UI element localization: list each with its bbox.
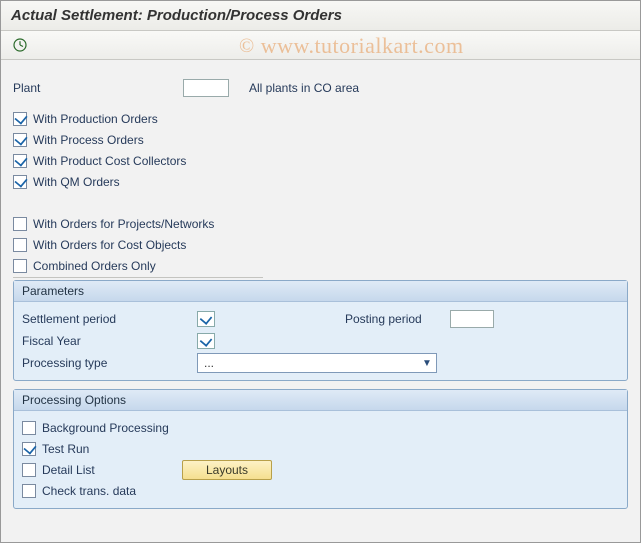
checkbox-label: Test Run — [42, 442, 89, 456]
checkbox-icon — [13, 238, 27, 252]
processing-options-group: Processing Options Background Processing… — [13, 389, 628, 509]
dropdown-value: ... — [198, 356, 418, 370]
chevron-down-icon: ▼ — [418, 354, 436, 372]
checkbox-label: Check trans. data — [42, 484, 136, 498]
fiscal-year-input[interactable] — [197, 333, 215, 349]
posting-period-label: Posting period — [345, 312, 422, 326]
parameters-header: Parameters — [14, 281, 627, 302]
checkbox-icon — [13, 112, 27, 126]
checkbox-label: Combined Orders Only — [33, 259, 156, 273]
checkbox-icon — [13, 217, 27, 231]
settlement-period-label: Settlement period — [22, 312, 197, 326]
processing-options-header: Processing Options — [14, 390, 627, 411]
checkbox-icon — [13, 133, 27, 147]
plant-hint: All plants in CO area — [249, 81, 359, 95]
checkbox-icon — [22, 442, 36, 456]
clock-execute-icon — [13, 38, 27, 52]
layouts-button[interactable]: Layouts — [182, 460, 272, 480]
checkbox-label: With Production Orders — [33, 112, 158, 126]
fiscal-year-label: Fiscal Year — [22, 334, 197, 348]
execute-button[interactable] — [9, 35, 31, 55]
content-area: Plant All plants in CO area With Product… — [1, 60, 640, 523]
checkbox-with-qm-orders[interactable]: With QM Orders — [13, 172, 628, 192]
settlement-period-input[interactable] — [197, 311, 215, 327]
toolbar — [1, 31, 640, 60]
checkbox-background-processing[interactable]: Background Processing — [22, 418, 619, 438]
parameters-group: Parameters Settlement period Posting per… — [13, 280, 628, 381]
checkbox-test-run[interactable]: Test Run — [22, 439, 619, 459]
checkbox-label: Detail List — [42, 463, 152, 477]
checkbox-label: With Process Orders — [33, 133, 144, 147]
checkbox-with-production-orders[interactable]: With Production Orders — [13, 109, 628, 129]
checkbox-orders-projects-networks[interactable]: With Orders for Projects/Networks — [13, 214, 263, 234]
plant-row: Plant All plants in CO area — [13, 78, 628, 98]
checkbox-label: With Orders for Cost Objects — [33, 238, 186, 252]
checkbox-with-product-cost-collectors[interactable]: With Product Cost Collectors — [13, 151, 628, 171]
checkbox-check-trans-data[interactable]: Check trans. data — [22, 481, 619, 501]
checkbox-label: Background Processing — [42, 421, 169, 435]
checkbox-icon — [22, 421, 36, 435]
checkbox-icon — [22, 484, 36, 498]
checkbox-detail-list[interactable] — [22, 463, 36, 477]
checkbox-label: With Product Cost Collectors — [33, 154, 186, 168]
row-detail-list: Detail List Layouts — [22, 460, 619, 480]
checkbox-label: With QM Orders — [33, 175, 120, 189]
plant-label: Plant — [13, 81, 183, 95]
checkbox-icon — [13, 259, 27, 273]
checkbox-label: With Orders for Projects/Networks — [33, 217, 214, 231]
posting-period-input[interactable] — [450, 310, 494, 328]
checkbox-with-process-orders[interactable]: With Process Orders — [13, 130, 628, 150]
checkbox-orders-cost-objects[interactable]: With Orders for Cost Objects — [13, 235, 263, 255]
plant-input[interactable] — [183, 79, 229, 97]
processing-type-label: Processing type — [22, 356, 197, 370]
checkbox-icon — [13, 175, 27, 189]
page-title: Actual Settlement: Production/Process Or… — [1, 1, 640, 31]
checkbox-icon — [13, 154, 27, 168]
checkbox-combined-orders-only[interactable]: Combined Orders Only — [13, 256, 263, 276]
processing-type-dropdown[interactable]: ... ▼ — [197, 353, 437, 373]
